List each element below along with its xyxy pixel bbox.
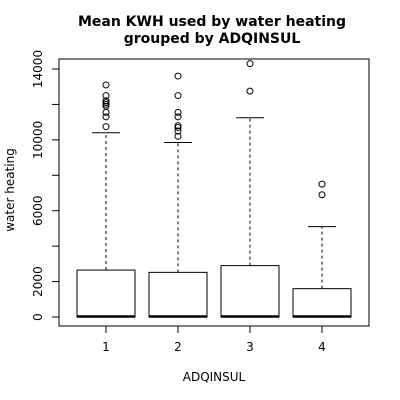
outlier-point xyxy=(174,127,182,135)
box-4 xyxy=(292,180,352,318)
x-tick-label: 2 xyxy=(174,340,182,354)
box-2 xyxy=(148,72,208,318)
outlier-point xyxy=(318,191,326,199)
plot-frame xyxy=(58,58,370,327)
outlier-point xyxy=(246,60,254,68)
y-tick-label: 0 xyxy=(31,313,45,321)
box-1 xyxy=(76,81,136,318)
box-body xyxy=(76,269,136,318)
x-tick-label: 3 xyxy=(246,340,254,354)
chart-title-line-1: Mean KWH used by water heating xyxy=(78,14,346,30)
outlier-point xyxy=(174,132,182,140)
x-axis: 1 2 3 4 xyxy=(102,326,326,354)
outlier-point xyxy=(102,97,110,105)
outlier-point xyxy=(102,123,110,131)
outlier-point xyxy=(174,108,182,116)
y-tick-label: 2000 xyxy=(31,266,45,297)
y-tick-label: 14000 xyxy=(31,50,45,88)
box-body xyxy=(220,265,280,318)
y-tick-label: 10000 xyxy=(31,121,45,159)
y-tick-label: 6000 xyxy=(31,195,45,226)
outlier-point xyxy=(174,113,182,121)
outlier-point xyxy=(102,113,110,121)
outlier-point xyxy=(174,92,182,100)
box-group xyxy=(76,60,352,318)
x-axis-label: ADQINSUL xyxy=(183,370,246,384)
box-body xyxy=(292,288,352,318)
y-axis: 0 2000 6000 10000 14000 xyxy=(31,50,59,321)
box-body xyxy=(148,271,208,318)
box-3 xyxy=(220,60,280,318)
y-axis-label: water heating xyxy=(3,148,17,232)
outlier-point xyxy=(174,72,182,80)
outlier-point xyxy=(102,81,110,89)
outlier-point xyxy=(174,122,182,130)
x-tick-label: 1 xyxy=(102,340,110,354)
x-tick-label: 4 xyxy=(318,340,326,354)
outlier-point xyxy=(102,92,110,100)
outlier-point xyxy=(318,180,326,188)
chart-title-line-2: grouped by ADQINSUL xyxy=(124,31,301,47)
outlier-point xyxy=(246,87,254,95)
